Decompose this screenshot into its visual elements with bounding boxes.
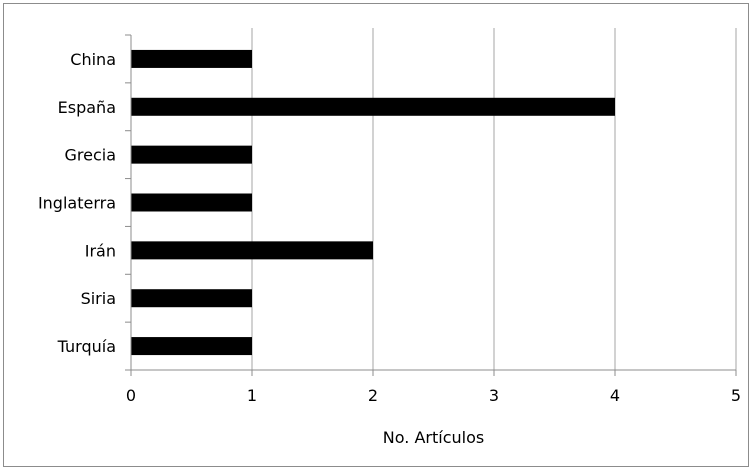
category-label: España [58, 98, 116, 117]
x-tick-label: 3 [489, 386, 499, 405]
bar-4 [131, 193, 252, 212]
x-tick-label: 0 [126, 386, 136, 405]
bar-7 [131, 337, 252, 356]
bars [131, 49, 615, 356]
bar-2 [131, 97, 615, 116]
category-label: China [70, 50, 116, 69]
category-label: Irán [85, 241, 116, 260]
bar-3 [131, 145, 252, 164]
bar-5 [131, 241, 373, 260]
x-tick-label: 4 [610, 386, 620, 405]
axes [130, 35, 736, 371]
category-label: Turquía [57, 337, 116, 356]
grid-lines [125, 28, 737, 376]
bar-1 [131, 49, 252, 68]
bar-6 [131, 289, 252, 308]
labels: 0 1 2 3 4 5 China España Grecia Inglaterra Irán Sir… [38, 50, 741, 405]
x-axis-title: No. Artículos [383, 428, 484, 447]
category-label: Inglaterra [38, 194, 116, 213]
category-label: Grecia [64, 146, 116, 165]
x-tick-label: 5 [731, 386, 741, 405]
category-label: Siria [81, 289, 116, 308]
chart-frame [3, 3, 749, 467]
x-tick-label: 2 [368, 386, 378, 405]
x-tick-label: 1 [247, 386, 257, 405]
